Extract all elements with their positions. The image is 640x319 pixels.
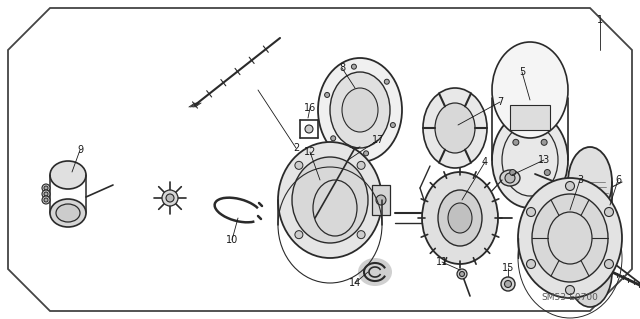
Circle shape (364, 151, 369, 156)
Circle shape (351, 64, 356, 69)
Ellipse shape (422, 172, 498, 264)
Bar (372, 185, 390, 215)
Text: 11: 11 (436, 257, 448, 267)
Circle shape (331, 136, 336, 141)
Circle shape (509, 169, 516, 175)
Text: 12: 12 (304, 147, 316, 157)
Circle shape (501, 277, 515, 291)
Text: 8: 8 (339, 63, 345, 73)
Circle shape (527, 207, 536, 217)
Circle shape (376, 195, 386, 205)
Circle shape (44, 198, 48, 202)
Ellipse shape (518, 178, 622, 298)
Circle shape (541, 139, 547, 145)
Text: 2: 2 (293, 143, 299, 153)
Text: 6: 6 (615, 175, 621, 185)
Ellipse shape (427, 192, 443, 204)
Circle shape (162, 190, 178, 206)
Ellipse shape (438, 190, 482, 246)
Ellipse shape (50, 161, 86, 189)
Ellipse shape (50, 199, 86, 227)
Ellipse shape (278, 142, 382, 258)
Circle shape (604, 207, 614, 217)
Text: 7: 7 (497, 97, 503, 107)
Text: 1: 1 (597, 15, 603, 25)
Ellipse shape (292, 157, 368, 243)
Text: 14: 14 (349, 278, 361, 288)
Ellipse shape (330, 72, 390, 148)
Ellipse shape (492, 112, 568, 208)
Circle shape (545, 169, 550, 175)
Circle shape (42, 196, 50, 204)
Ellipse shape (568, 147, 612, 217)
Circle shape (566, 182, 575, 190)
Circle shape (295, 231, 303, 239)
Circle shape (457, 269, 467, 279)
Circle shape (42, 184, 50, 192)
Circle shape (604, 259, 614, 269)
Circle shape (44, 186, 48, 190)
Circle shape (513, 139, 519, 145)
Ellipse shape (56, 204, 80, 222)
Circle shape (42, 190, 50, 198)
Circle shape (357, 161, 365, 169)
Ellipse shape (492, 42, 568, 138)
Ellipse shape (423, 88, 487, 168)
Circle shape (384, 79, 389, 84)
Bar (510, 105, 550, 130)
Circle shape (305, 125, 313, 133)
Circle shape (44, 192, 48, 196)
Text: 9: 9 (77, 145, 83, 155)
Circle shape (166, 194, 174, 202)
Circle shape (505, 173, 515, 183)
Text: 5: 5 (519, 67, 525, 77)
Circle shape (504, 280, 511, 287)
Circle shape (357, 231, 365, 239)
Text: 16: 16 (304, 103, 316, 113)
Text: 15: 15 (502, 263, 514, 273)
Circle shape (324, 93, 330, 97)
Text: 13: 13 (538, 155, 550, 165)
Circle shape (566, 286, 575, 294)
Ellipse shape (568, 237, 612, 307)
Circle shape (527, 259, 536, 269)
Text: SM53-E0700: SM53-E0700 (541, 293, 598, 301)
Ellipse shape (435, 103, 475, 153)
Ellipse shape (532, 194, 608, 282)
Ellipse shape (318, 58, 402, 162)
Text: 3: 3 (577, 175, 583, 185)
Ellipse shape (448, 203, 472, 233)
Circle shape (295, 161, 303, 169)
Text: 17: 17 (372, 135, 384, 145)
Ellipse shape (342, 88, 378, 132)
Text: 10: 10 (226, 235, 238, 245)
Ellipse shape (500, 170, 520, 186)
Circle shape (323, 123, 328, 129)
Text: 4: 4 (482, 157, 488, 167)
Ellipse shape (358, 258, 392, 286)
Circle shape (390, 122, 396, 128)
Circle shape (460, 271, 465, 277)
